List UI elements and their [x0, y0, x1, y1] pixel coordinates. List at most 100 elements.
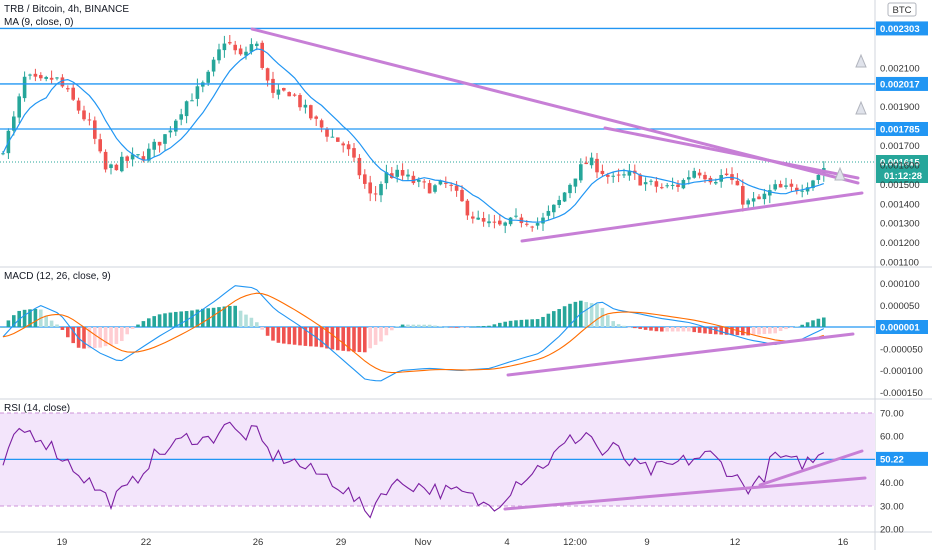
macd-histogram-bar — [751, 327, 756, 335]
macd-histogram-bar — [147, 318, 151, 327]
candle-body — [773, 184, 777, 190]
macd-panel[interactable] — [0, 285, 875, 382]
macd-histogram-bar — [265, 327, 270, 336]
macd-histogram-bar — [498, 322, 502, 327]
macd-histogram-bar — [222, 306, 227, 327]
macd-histogram-bar — [249, 317, 254, 327]
macd-histogram-bar — [179, 311, 183, 327]
macd-histogram-bar — [778, 327, 783, 331]
candle-body — [109, 164, 113, 168]
rsi-trendline-upper — [758, 449, 864, 487]
candle-body — [573, 178, 578, 187]
time-axis-tick: 29 — [336, 537, 347, 548]
macd-histogram-bar — [789, 327, 794, 328]
candle-body — [417, 179, 421, 182]
candle-body — [768, 190, 772, 196]
macd-indicator-label: MACD (12, 26, close, 9) — [4, 271, 111, 282]
macd-value-tag-label: 0.000001 — [880, 323, 920, 334]
macd-histogram-bar — [292, 327, 297, 345]
candle-body — [271, 78, 275, 93]
macd-histogram-bar — [276, 327, 281, 343]
price-axis-tick: 0.001900 — [880, 102, 920, 113]
macd-histogram-bar — [492, 324, 497, 327]
candle-body — [438, 180, 443, 185]
candle-body — [552, 204, 556, 213]
macd-histogram-bar — [141, 321, 146, 327]
macd-histogram-bar — [28, 309, 32, 327]
candle-body — [309, 105, 313, 119]
triangle-upper-trendline-2 — [603, 126, 860, 180]
candle-body — [368, 182, 372, 194]
rsi-line — [2, 421, 825, 519]
macd-histogram-bar — [643, 327, 648, 330]
macd-histogram-bar — [400, 324, 405, 327]
candle-body — [39, 75, 43, 79]
candle-body — [184, 101, 189, 117]
candle-body — [330, 136, 335, 138]
macd-histogram-bar — [309, 327, 313, 347]
candle-body — [789, 183, 794, 187]
candle-body — [12, 116, 16, 131]
candle-body — [643, 182, 648, 185]
macd-histogram-bar — [130, 327, 135, 329]
macd-histogram-bar — [805, 322, 810, 327]
currency-badge[interactable] — [887, 2, 917, 17]
macd-histogram-bar — [93, 327, 97, 348]
macd-histogram-bar — [660, 327, 664, 332]
candle-body — [762, 193, 767, 200]
price-axis-tick: 0.001700 — [880, 141, 920, 152]
macd-histogram-bar — [503, 321, 507, 327]
candle-body — [384, 172, 389, 184]
candle-body — [746, 200, 750, 205]
projection-arrow-icon — [855, 100, 867, 115]
macd-histogram-bar — [233, 305, 237, 327]
candle-body — [298, 95, 302, 108]
candle-body — [120, 156, 124, 172]
macd-histogram-bar — [471, 326, 475, 328]
macd-histogram-bar — [741, 327, 745, 336]
macd-histogram-bar — [487, 325, 491, 327]
candle-body — [292, 94, 297, 96]
candle-body — [114, 164, 119, 171]
macd-histogram-bar — [595, 303, 599, 327]
macd-histogram-bar — [681, 327, 686, 332]
candle-body — [1, 153, 5, 155]
macd-histogram-bar — [703, 327, 707, 334]
macd-histogram-bar — [589, 303, 594, 327]
macd-histogram-bar — [103, 327, 108, 347]
macd-histogram-bar — [687, 327, 691, 332]
candle-body — [33, 73, 38, 77]
macd-histogram-bar — [390, 327, 394, 331]
candle-body — [654, 181, 659, 187]
macd-histogram-bar — [427, 324, 432, 327]
rsi-axis-tick: 20.00 — [880, 525, 904, 536]
candle-body — [616, 174, 621, 176]
macd-histogram-bar — [811, 320, 815, 327]
macd-histogram-bar — [541, 316, 545, 327]
candle-body — [314, 116, 318, 119]
price-panel[interactable] — [0, 27, 875, 243]
triangle-lower-trendline — [520, 191, 864, 243]
candle-body — [255, 43, 259, 46]
macd-histogram-bar — [724, 327, 729, 335]
ma-indicator-label: MA (9, close, 0) — [4, 17, 73, 28]
candle-body — [508, 217, 513, 225]
macd-histogram-bar — [535, 319, 540, 327]
price-axis-tick: 0.001600 — [880, 160, 920, 171]
macd-histogram-bar — [481, 325, 486, 327]
macd-histogram-bar — [379, 327, 383, 342]
macd-histogram-bar — [622, 325, 626, 327]
macd-histogram-bar — [800, 324, 804, 327]
candle-body — [811, 180, 815, 189]
candle-body — [163, 134, 167, 144]
candle-body — [606, 174, 610, 177]
rsi-panel[interactable] — [0, 421, 875, 519]
candle-body — [600, 170, 605, 175]
projection-arrow-icon — [834, 166, 846, 181]
macd-histogram-bar — [211, 307, 216, 327]
candle-body — [87, 119, 92, 121]
macd-histogram-bar — [368, 327, 372, 349]
currency-badge-label: BTC — [893, 5, 912, 16]
candle-body — [595, 158, 599, 173]
